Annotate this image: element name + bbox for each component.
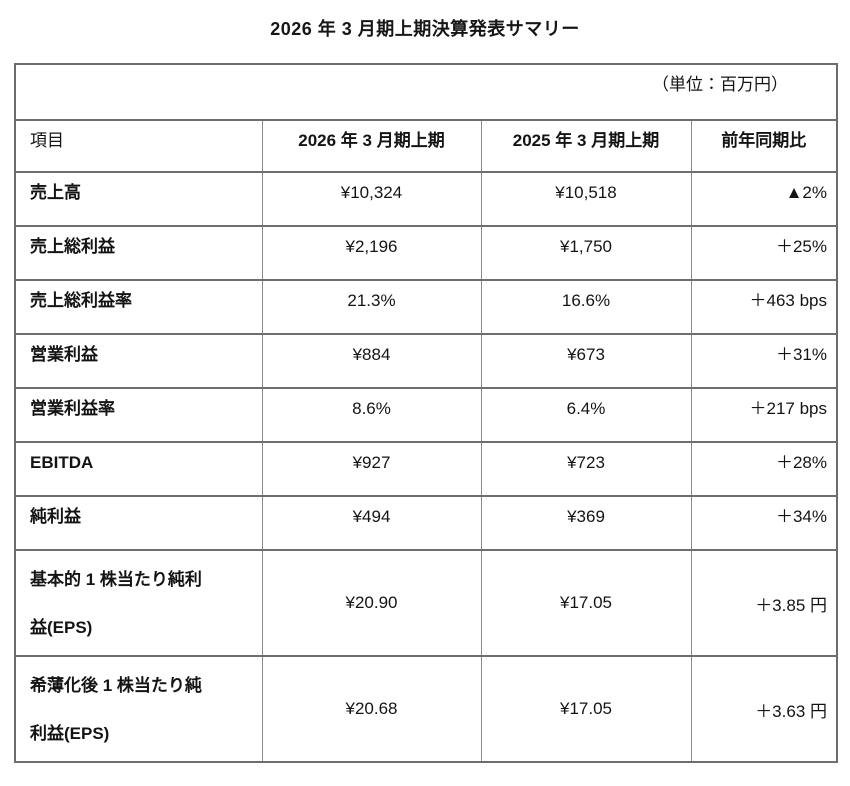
prior-period-value: ¥369 [480,495,692,551]
table-row: 純利益 ¥494 ¥369 ＋34% [14,495,838,551]
row-label: 希薄化後 1 株当たり純利益(EPS) [14,655,263,763]
current-period-value: ¥2,196 [261,225,482,281]
prior-period-value: 16.6% [480,279,692,335]
row-label: 営業利益率 [14,387,263,443]
prior-period-value: 6.4% [480,387,692,443]
table-row: 売上総利益率 21.3% 16.6% ＋463 bps [14,279,838,335]
yoy-change-value: ＋34% [690,495,838,551]
yoy-change-value: ＋3.85 円 [690,549,838,657]
prior-period-value: ¥10,518 [480,171,692,227]
current-period-value: 8.6% [261,387,482,443]
yoy-change-value: ＋3.63 円 [690,655,838,763]
table-row: 売上高 ¥10,324 ¥10,518 ▲2% [14,171,838,227]
current-period-value: ¥10,324 [261,171,482,227]
yoy-change-value: ＋217 bps [690,387,838,443]
column-header-item: 項目 [14,119,263,173]
current-period-value: ¥20.90 [261,549,482,657]
earnings-summary-table: （単位：百万円） 項目 2026 年 3 月期上期 2025 年 3 月期上期 … [14,63,838,763]
column-header-yoy: 前年同期比 [690,119,838,173]
column-header-prior-period: 2025 年 3 月期上期 [480,119,692,173]
table-row: 売上総利益 ¥2,196 ¥1,750 ＋25% [14,225,838,281]
current-period-value: ¥20.68 [261,655,482,763]
prior-period-value: ¥1,750 [480,225,692,281]
header-row: 項目 2026 年 3 月期上期 2025 年 3 月期上期 前年同期比 [14,119,838,173]
yoy-change-value: ▲2% [690,171,838,227]
prior-period-value: ¥723 [480,441,692,497]
unit-note-row: （単位：百万円） [14,63,838,121]
current-period-value: 21.3% [261,279,482,335]
table-row: 基本的 1 株当たり純利益(EPS) ¥20.90 ¥17.05 ＋3.85 円 [14,549,838,657]
row-label: 純利益 [14,495,263,551]
page-title: 2026 年 3 月期上期決算発表サマリー [270,19,580,39]
row-label: EBITDA [14,441,263,497]
row-label: 基本的 1 株当たり純利益(EPS) [14,549,263,657]
table-row: EBITDA ¥927 ¥723 ＋28% [14,441,838,497]
prior-period-value: ¥673 [480,333,692,389]
yoy-change-value: ＋463 bps [690,279,838,335]
table-row: 営業利益 ¥884 ¥673 ＋31% [14,333,838,389]
yoy-change-value: ＋31% [690,333,838,389]
current-period-value: ¥884 [261,333,482,389]
column-header-current-period: 2026 年 3 月期上期 [261,119,482,173]
row-label: 売上総利益 [14,225,263,281]
table-row: 希薄化後 1 株当たり純利益(EPS) ¥20.68 ¥17.05 ＋3.63 … [14,655,838,763]
row-label: 営業利益 [14,333,263,389]
table-row: 営業利益率 8.6% 6.4% ＋217 bps [14,387,838,443]
current-period-value: ¥494 [261,495,482,551]
unit-note: （単位：百万円） [14,63,838,121]
current-period-value: ¥927 [261,441,482,497]
prior-period-value: ¥17.05 [480,655,692,763]
yoy-change-value: ＋28% [690,441,838,497]
row-label: 売上総利益率 [14,279,263,335]
prior-period-value: ¥17.05 [480,549,692,657]
yoy-change-value: ＋25% [690,225,838,281]
row-label: 売上高 [14,171,263,227]
